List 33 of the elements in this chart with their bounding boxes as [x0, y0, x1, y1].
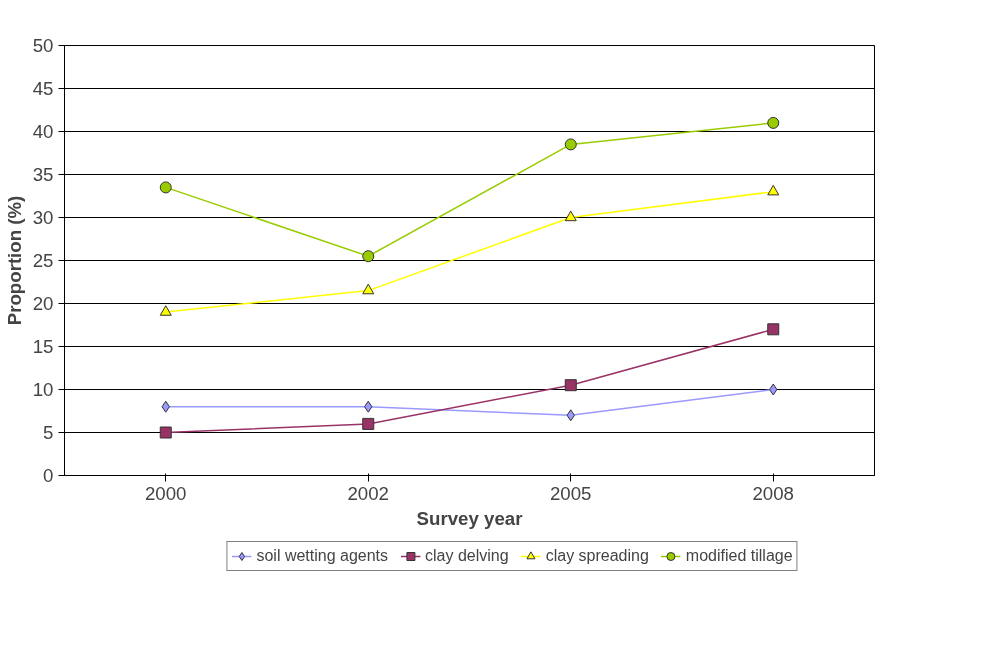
y-tick-label: 45 — [32, 78, 54, 99]
y-tick-label: 10 — [32, 379, 54, 400]
y-tick-label: 15 — [32, 336, 54, 357]
legend-label: clay delving — [425, 547, 509, 565]
y-tick-label: 40 — [32, 121, 54, 142]
legend-label: soil wetting agents — [256, 547, 389, 565]
point — [564, 210, 577, 222]
point — [362, 283, 375, 295]
x-tick-label: 2002 — [347, 482, 390, 504]
point — [767, 184, 780, 196]
point — [362, 250, 375, 263]
x-axis-title: Survey year — [416, 507, 523, 529]
point — [564, 379, 577, 392]
point — [159, 305, 172, 316]
y-tick-label: 20 — [32, 293, 54, 314]
point — [159, 181, 172, 194]
x-tick-label: 2005 — [550, 482, 592, 504]
y-tick-label: 25 — [32, 250, 54, 271]
y-tick-label: 30 — [32, 207, 54, 228]
point — [767, 116, 780, 129]
point — [159, 426, 172, 439]
y-axis-title: Proportion (%) — [3, 195, 25, 326]
point — [767, 323, 780, 336]
legend-label: clay spreading — [545, 547, 649, 565]
x-tick-label: 2008 — [752, 482, 795, 504]
y-tick-label: 35 — [32, 164, 54, 185]
point — [564, 138, 577, 151]
y-tick-label: 0 — [43, 465, 54, 486]
legend-label: modified tillage — [685, 547, 793, 565]
point — [362, 417, 375, 430]
x-tick-label: 2000 — [145, 482, 187, 504]
y-tick-label: 50 — [32, 35, 54, 56]
y-tick-label: 5 — [43, 422, 54, 443]
